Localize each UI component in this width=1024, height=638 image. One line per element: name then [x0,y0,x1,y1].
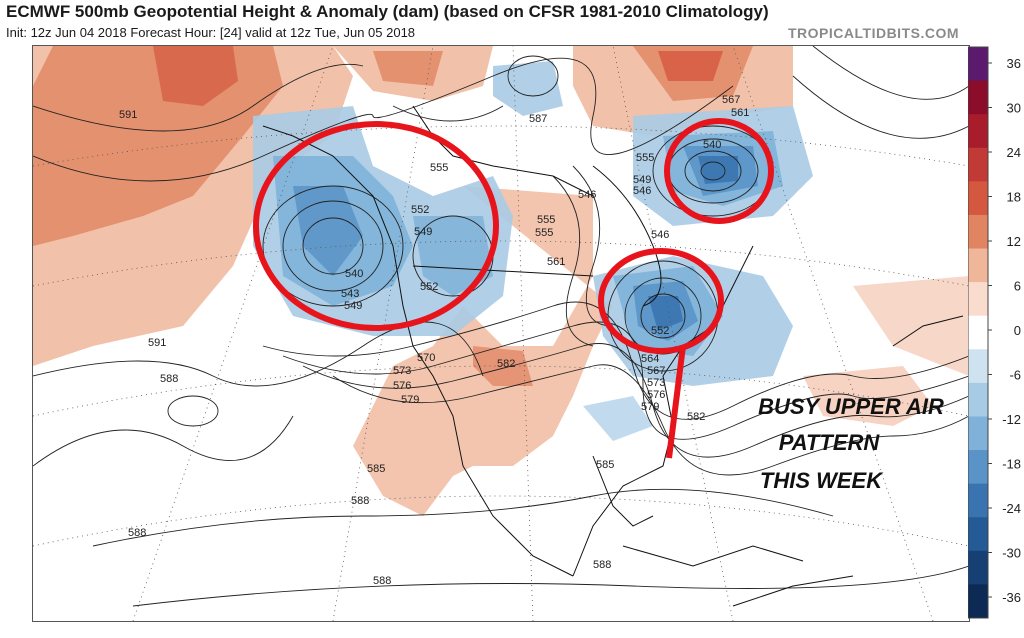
colorbar-swatch [968,248,988,283]
contour-labels: 591 591 588 588 588 588 588 585 585 555 … [119,94,749,587]
colorbar-tick-label: -24 [1002,501,1021,516]
pointer-line [666,345,686,459]
annotation-line-2: PATTERN [779,430,881,455]
contour-label: 552 [420,281,438,293]
contour-label: 549 [414,226,432,238]
colorbar-swatch [968,382,988,417]
site-watermark: TROPICALTIDBITS.COM [788,25,960,41]
colorbar-swatch [968,214,988,250]
contour-label: 549 [633,174,651,186]
contour-label: 579 [641,401,659,413]
annotation: BUSY UPPER AIR PATTERN THIS WEEK [758,394,944,493]
contour-label: 587 [529,113,547,125]
contour-label: 552 [411,204,429,216]
contour-label: 546 [651,229,669,241]
colorbar-swatch [968,147,988,182]
north-atlantic-low-circle [664,118,774,224]
west-trough-circle [253,121,499,331]
colorbar-tick-label: -12 [1002,412,1021,427]
contour-label: 543 [341,288,359,300]
colorbar-svg: 36 30 24 18 12 6 0 -6 -12 -18 -24 -30 -36 [967,46,1021,619]
map-canvas: 591 591 588 588 588 588 588 585 585 555 … [33,46,969,621]
colorbar-swatch [968,181,988,216]
contour-label: 567 [722,94,740,106]
contour-label: 546 [633,185,651,197]
annotation-line-1: BUSY UPPER AIR [758,394,944,419]
colorbar-swatch [968,550,988,585]
contour-label: 588 [128,527,146,539]
colorbar-tick-label: 6 [1014,279,1021,294]
contour-label: 570 [417,352,435,364]
colorbar-swatch [968,80,988,115]
contour-label: 591 [148,337,166,349]
contour-label: 576 [393,380,411,392]
highlight-circles [253,118,774,459]
contour-label: 540 [345,268,363,280]
colorbar-tick-label: -18 [1002,457,1021,472]
height-contours [33,46,969,607]
colorbar-tick-label: -6 [1009,368,1021,383]
colorbar-swatch [968,47,988,82]
colorbar-tick-label: 30 [1007,101,1021,116]
colorbar-tick-label: -30 [1002,546,1021,561]
annotation-line-3: THIS WEEK [760,468,884,493]
northeast-low-circle [598,248,724,354]
contour-label: 585 [367,463,385,475]
colorbar-swatch [968,349,988,384]
contour-label: 582 [687,411,705,423]
map-panel: 591 591 588 588 588 588 588 585 585 555 … [32,45,970,622]
contour-label: 588 [160,373,178,385]
contour-label: 540 [703,139,721,151]
colorbar-tick-label: 0 [1014,323,1021,338]
colorbar-swatch [968,416,988,451]
colorbar-swatch [968,450,988,485]
colorbar-tick-label: 18 [1007,190,1021,205]
colorbar-swatch [968,315,988,350]
contour-label: 588 [373,575,391,587]
contour-label: 573 [647,377,665,389]
contour-label: 546 [578,189,596,201]
contour-label: 552 [651,325,669,337]
init-valid-subtitle: Init: 12z Jun 04 2018 Forecast Hour: [24… [6,25,416,40]
colorbar-swatch [968,483,988,518]
contour-label: 555 [537,214,555,226]
contour-label: 582 [497,358,515,370]
colorbar-frame [967,46,989,619]
contour-label: 564 [641,353,659,365]
contour-label: 576 [647,389,665,401]
contour-label: 555 [535,227,553,239]
contour-label: 588 [351,495,369,507]
contour-label: 549 [344,300,362,312]
contour-label: 555 [636,152,654,164]
contour-label: 561 [547,256,565,268]
contour-label: 588 [593,559,611,571]
colorbar-swatch [968,517,988,552]
map-title: ECMWF 500mb Geopotential Height & Anomal… [6,2,769,21]
anomaly-colorbar: 36 30 24 18 12 6 0 -6 -12 -18 -24 -30 -36 [967,45,1024,620]
colorbar-swatch [968,584,988,619]
contour-label: 555 [430,162,448,174]
colorbar-tick-label: 24 [1007,145,1021,160]
colorbar-swatch [968,282,988,317]
colorbar-swatch [968,114,988,149]
contour-label: 573 [393,365,411,377]
contour-label: 561 [731,107,749,119]
contour-label: 591 [119,109,137,121]
colorbar-tick-label: 12 [1007,234,1021,249]
contour-label: 567 [647,365,665,377]
contour-label: 579 [401,394,419,406]
colorbar-tick-label: -36 [1002,590,1021,605]
lat-lon-grid [33,46,969,621]
colorbar-tick-label: 36 [1007,56,1021,71]
contour-label: 585 [596,459,614,471]
